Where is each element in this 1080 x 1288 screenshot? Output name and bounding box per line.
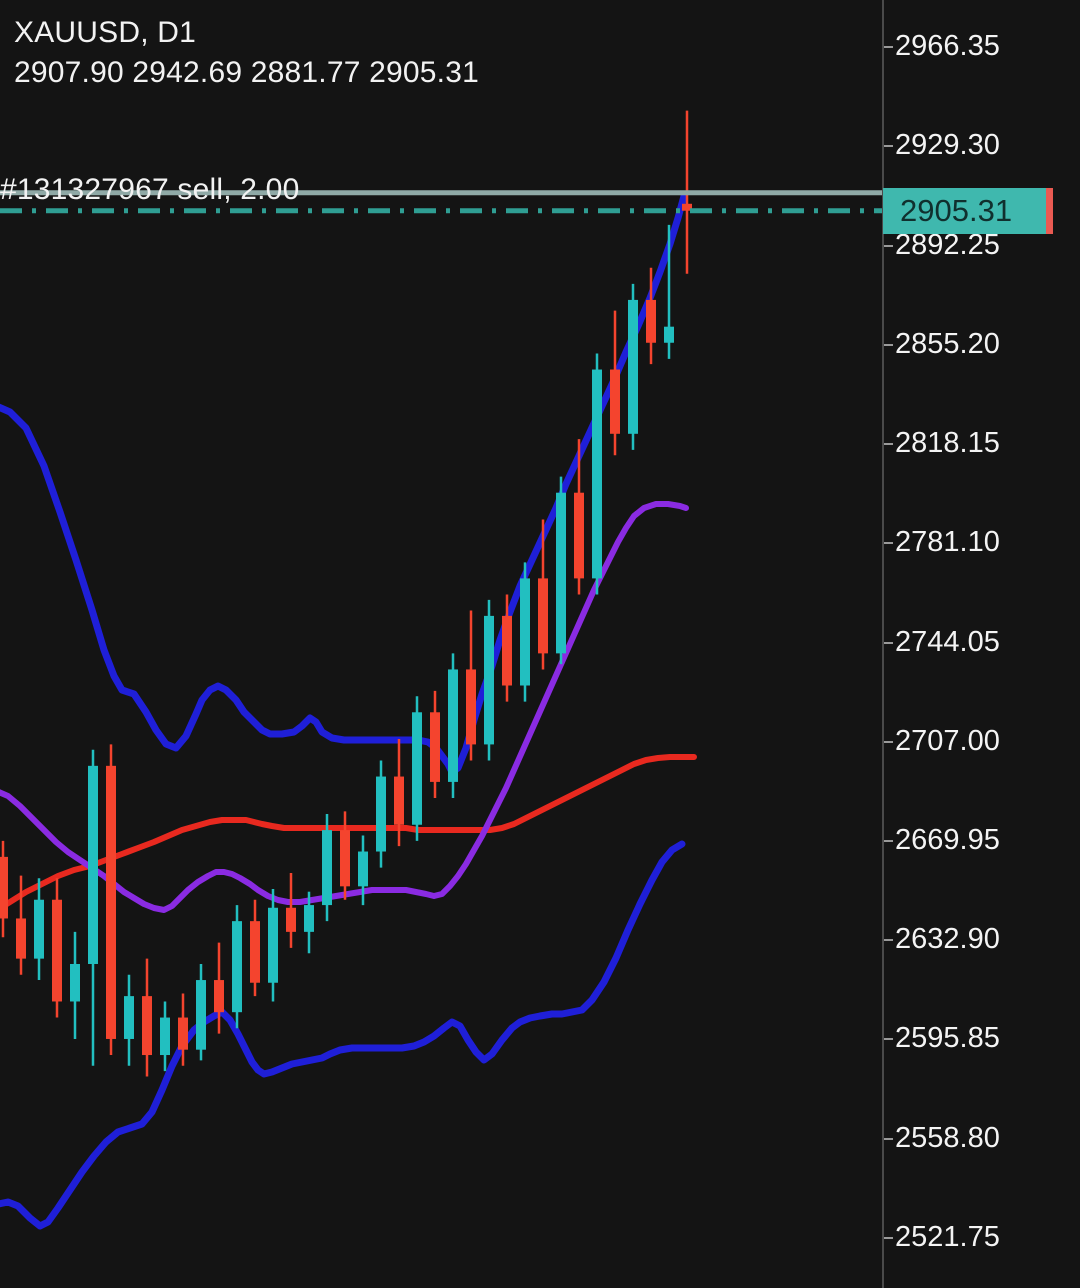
price-tick-label: 2781.10: [895, 526, 1000, 559]
price-tick-mark: [884, 542, 893, 545]
price-tick-label: 2558.80: [895, 1121, 1000, 1154]
candle-body: [268, 907, 278, 983]
candle-body: [592, 369, 602, 579]
candle-body: [502, 615, 512, 686]
candle-body: [556, 492, 566, 654]
candle-body: [664, 326, 674, 343]
price-tick-mark: [884, 244, 893, 247]
chart-plot-area[interactable]: XAUUSD, D1 2907.90 2942.69 2881.77 2905.…: [0, 0, 882, 1288]
price-tick-label: 2632.90: [895, 923, 1000, 956]
candle-body: [466, 669, 476, 745]
price-tick-mark: [884, 343, 893, 346]
price-tick-mark: [884, 1137, 893, 1140]
candle-body: [574, 492, 584, 579]
chart-canvas: [0, 110, 882, 1230]
price-tick-mark: [884, 145, 893, 148]
candle-body: [520, 578, 530, 686]
candle-body: [376, 776, 386, 852]
candle-body: [610, 369, 620, 434]
candle-body: [286, 907, 296, 932]
lower-band-line: [0, 840, 686, 1230]
price-tick-label: 2892.25: [895, 228, 1000, 261]
candle-body: [322, 830, 332, 906]
candle-body: [304, 905, 314, 932]
candle-body: [196, 980, 206, 1050]
price-tick-label: 2707.00: [895, 724, 1000, 757]
candle-body: [430, 712, 440, 782]
price-axis-line: [882, 0, 884, 1288]
price-tick-label: 2744.05: [895, 625, 1000, 658]
price-tick-mark: [884, 641, 893, 644]
price-tick-label: 2855.20: [895, 327, 1000, 360]
price-tick-label: 2966.35: [895, 30, 1000, 63]
candle-body: [124, 996, 134, 1039]
price-tick-mark: [884, 740, 893, 743]
price-scale[interactable]: 2966.35 2929.30 2892.25 2855.20 2818.15 2781.…: [882, 0, 1080, 1288]
candle-body: [340, 830, 350, 887]
candle-body: [52, 899, 62, 1002]
candle-body: [448, 669, 458, 782]
price-tick-mark: [884, 939, 893, 942]
price-tick-label: 2818.15: [895, 427, 1000, 460]
price-tick-label: 2521.75: [895, 1220, 1000, 1253]
candle-body: [412, 712, 422, 825]
candle-body: [142, 996, 152, 1056]
candle-body: [394, 776, 404, 825]
candle-body: [682, 203, 692, 211]
candle-body: [70, 963, 80, 1002]
candle-body: [34, 899, 44, 959]
candle-body: [538, 578, 548, 654]
price-tick-mark: [884, 1236, 893, 1239]
candle-body: [160, 1017, 170, 1056]
current-price-badge-edge: [1046, 187, 1053, 234]
price-tick-mark: [884, 46, 893, 49]
candle-body: [214, 980, 224, 1013]
candle-body: [178, 1017, 188, 1050]
price-tick-mark: [884, 443, 893, 446]
candle-body: [0, 856, 8, 919]
price-tick-label: 2929.30: [895, 129, 1000, 162]
candle-body: [232, 921, 242, 1013]
ma-red-line: [0, 754, 697, 912]
price-tick-label: 2595.85: [895, 1022, 1000, 1055]
candle-body: [484, 615, 494, 745]
price-tick-mark: [884, 1038, 893, 1041]
candle-body: [16, 918, 26, 959]
price-tick-label: 2669.95: [895, 823, 1000, 856]
current-price-badge[interactable]: 2905.31: [883, 187, 1053, 234]
current-price-value: 2905.31: [900, 193, 1013, 229]
price-tick-mark: [884, 839, 893, 842]
candle-body: [628, 299, 638, 434]
upper-band-line: [0, 192, 688, 776]
candle-body: [358, 851, 368, 887]
candle-body: [106, 765, 116, 1039]
candle-body: [250, 921, 260, 983]
candle-body: [646, 299, 656, 343]
ma-purple-line: [0, 501, 689, 913]
candle-body: [88, 765, 98, 964]
candlestick-series: [0, 110, 692, 1077]
position-label: #131327967 sell, 2.00: [0, 173, 300, 206]
